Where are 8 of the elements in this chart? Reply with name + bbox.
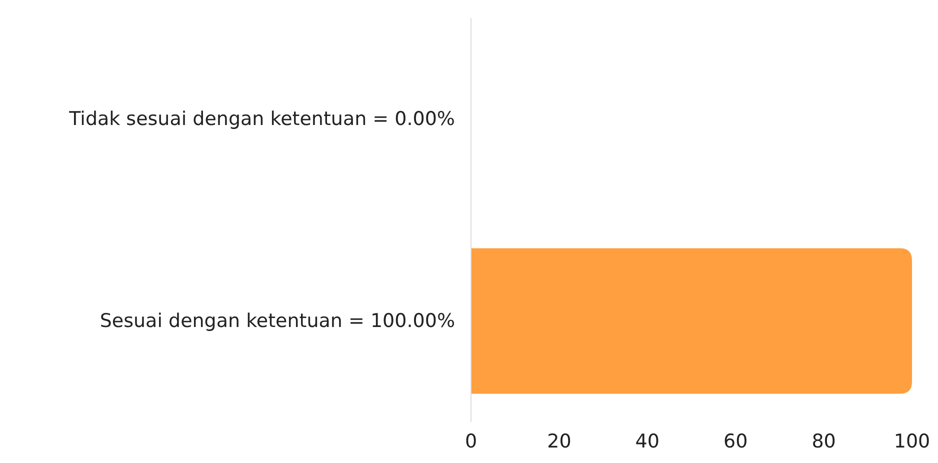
x-tick-label: 60 (724, 430, 748, 452)
x-tick-label: 0 (464, 430, 478, 452)
x-tick-label: 80 (812, 430, 836, 452)
y-tick-label: Tidak sesuai dengan ketentuan = 0.00% (68, 108, 455, 130)
x-tick-label: 40 (635, 430, 660, 452)
x-tick-label: 100 (894, 430, 930, 452)
x-tick-label: 20 (547, 430, 572, 452)
y-tick-label: Sesuai dengan ketentuan = 100.00% (100, 310, 455, 332)
